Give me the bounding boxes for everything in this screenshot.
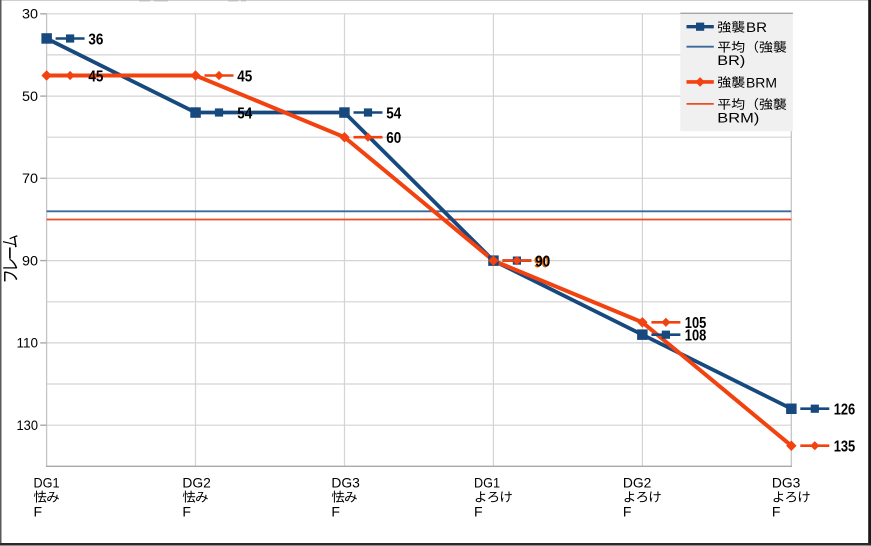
svg-text:130: 130 [17,417,39,433]
svg-text:F: F [182,504,191,520]
svg-text:70: 70 [22,170,38,186]
svg-text:BR: BR [746,20,767,35]
svg-text:50: 50 [22,88,38,104]
svg-text:DG3: DG3 [331,475,360,491]
svg-text:BRM): BRM) [717,111,759,126]
svg-text:90: 90 [22,252,38,268]
svg-text:45: 45 [88,68,103,85]
svg-text:F: F [474,504,483,520]
svg-text:60: 60 [386,130,401,147]
svg-text:30: 30 [22,6,38,22]
svg-text:135: 135 [834,439,856,456]
svg-text:F: F [331,504,340,520]
svg-text:F: F [623,504,632,520]
svg-text:BR): BR) [717,53,745,68]
svg-text:108: 108 [685,328,707,345]
svg-text:F: F [772,504,781,520]
svg-text:54: 54 [386,105,401,122]
svg-text:DG2: DG2 [182,475,211,491]
svg-text:90: 90 [535,254,550,271]
svg-text:DG3: DG3 [772,475,801,491]
svg-text:DG1: DG1 [34,475,60,491]
svg-text:45: 45 [237,68,252,85]
svg-text:BRM: BRM [746,75,777,90]
svg-text:DG2: DG2 [623,475,652,491]
svg-text:36: 36 [88,31,103,48]
svg-text:110: 110 [17,335,39,351]
svg-text:126: 126 [834,402,856,419]
svg-text:DG1: DG1 [474,475,500,491]
svg-text:54: 54 [237,105,252,122]
svg-text:105: 105 [685,315,707,332]
svg-text:F: F [34,504,43,520]
svg-text:90: 90 [534,254,549,271]
